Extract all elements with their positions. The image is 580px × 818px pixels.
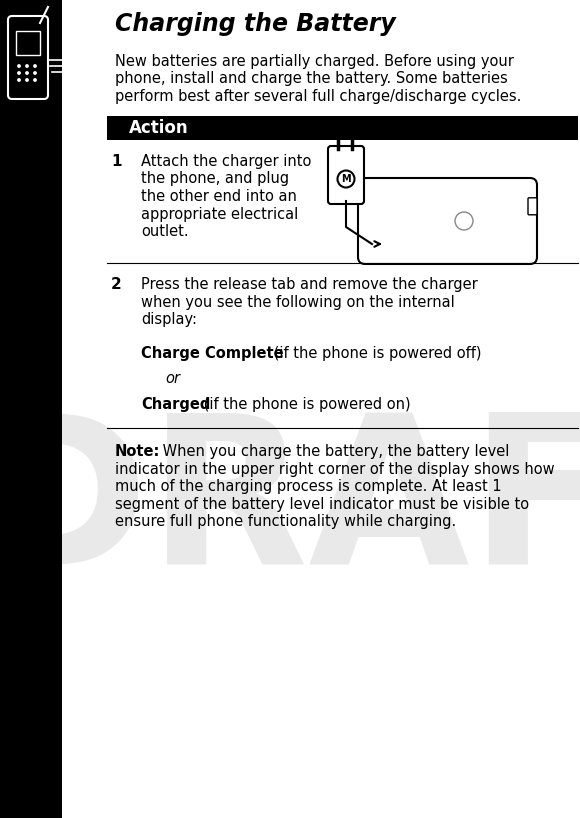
Text: 2: 2 — [111, 277, 122, 293]
Text: (if the phone is powered off): (if the phone is powered off) — [269, 346, 481, 361]
Text: phone, install and charge the battery. Some batteries: phone, install and charge the battery. S… — [115, 71, 508, 87]
Text: ensure full phone functionality while charging.: ensure full phone functionality while ch… — [115, 515, 456, 529]
Text: Charged: Charged — [141, 397, 211, 412]
Text: 10: 10 — [22, 801, 40, 815]
Text: Press the release tab and remove the charger: Press the release tab and remove the cha… — [141, 277, 478, 293]
Text: perform best after several full charge/discharge cycles.: perform best after several full charge/d… — [115, 89, 521, 104]
Circle shape — [26, 72, 28, 74]
Text: M: M — [341, 174, 351, 184]
Text: Action: Action — [129, 119, 188, 137]
Text: segment of the battery level indicator must be visible to: segment of the battery level indicator m… — [115, 497, 529, 512]
Text: or: or — [165, 371, 180, 386]
Text: When you charge the battery, the battery level: When you charge the battery, the battery… — [158, 444, 509, 460]
Bar — [0, 105, 62, 818]
Text: 1: 1 — [111, 154, 121, 169]
Circle shape — [18, 72, 20, 74]
FancyBboxPatch shape — [358, 178, 537, 264]
Text: the other end into an: the other end into an — [141, 189, 297, 204]
Circle shape — [34, 65, 36, 67]
Text: when you see the following on the internal: when you see the following on the intern… — [141, 295, 455, 310]
Text: Attach the charger into: Attach the charger into — [141, 154, 311, 169]
Text: indicator in the upper right corner of the display shows how: indicator in the upper right corner of t… — [115, 462, 554, 477]
FancyBboxPatch shape — [328, 146, 364, 204]
FancyBboxPatch shape — [528, 198, 537, 215]
Text: Getting Started: Getting Started — [24, 452, 38, 562]
Text: outlet.: outlet. — [141, 224, 188, 239]
Circle shape — [18, 79, 20, 81]
Bar — [0, 0, 62, 105]
Text: DRAFT: DRAFT — [0, 407, 580, 608]
Circle shape — [26, 79, 28, 81]
Text: the phone, and plug: the phone, and plug — [141, 172, 289, 187]
Circle shape — [34, 79, 36, 81]
Text: (if the phone is powered on): (if the phone is powered on) — [199, 397, 411, 412]
Text: New batteries are partially charged. Before using your: New batteries are partially charged. Bef… — [115, 54, 514, 69]
Text: Note:: Note: — [115, 444, 161, 460]
Circle shape — [34, 72, 36, 74]
Text: Charging the Battery: Charging the Battery — [115, 12, 396, 36]
Circle shape — [26, 65, 28, 67]
Text: Charge Complete: Charge Complete — [141, 346, 284, 361]
Circle shape — [18, 65, 20, 67]
Text: display:: display: — [141, 312, 197, 327]
Bar — [16, 31, 40, 55]
Text: appropriate electrical: appropriate electrical — [141, 206, 298, 222]
Text: much of the charging process is complete. At least 1: much of the charging process is complete… — [115, 479, 502, 495]
Bar — [107, 116, 578, 140]
